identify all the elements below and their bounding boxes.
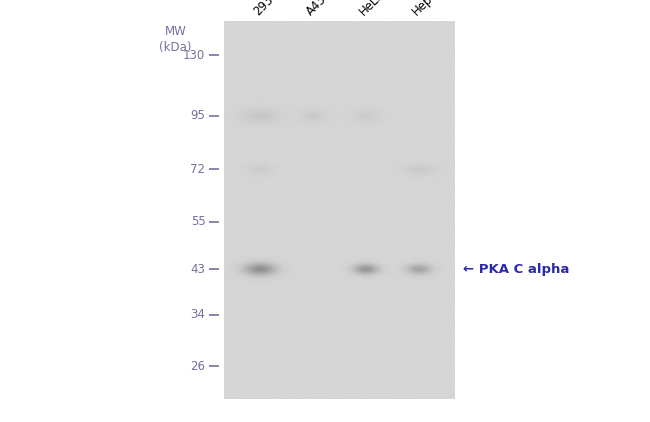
Text: MW
(kDa): MW (kDa) [159, 25, 192, 54]
Text: HeLa: HeLa [357, 0, 387, 18]
Text: A431: A431 [304, 0, 335, 18]
Text: 95: 95 [190, 109, 205, 122]
Text: ← PKA C alpha: ← PKA C alpha [463, 262, 569, 276]
Text: 26: 26 [190, 360, 205, 373]
Text: 43: 43 [190, 262, 205, 276]
Text: HepG2: HepG2 [410, 0, 448, 18]
Text: 130: 130 [183, 49, 205, 62]
Text: 34: 34 [190, 308, 205, 321]
Text: 293T: 293T [251, 0, 281, 18]
Text: 55: 55 [190, 215, 205, 228]
Text: 72: 72 [190, 163, 205, 176]
